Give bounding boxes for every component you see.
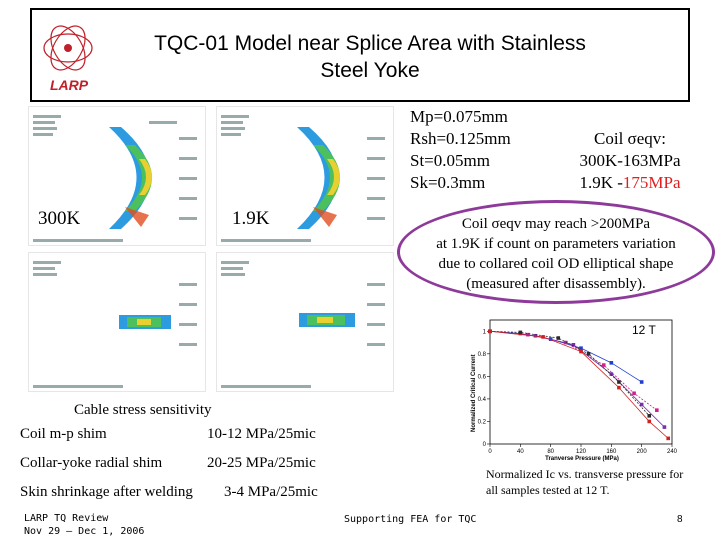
y-tick-label: 0 xyxy=(483,442,487,448)
coil-stats-1-9k-value: 175MPa xyxy=(622,173,681,192)
data-point xyxy=(601,363,606,367)
callout-ellipse xyxy=(397,200,715,304)
logo-text: LARP xyxy=(50,77,89,93)
callout-line-3: due to collared coil OD elliptical shape xyxy=(438,256,674,272)
fea-panel-bottom-left xyxy=(28,252,206,392)
x-tick-label: 240 xyxy=(667,449,678,455)
y-tick-label: 0.6 xyxy=(478,374,487,380)
data-point xyxy=(647,419,652,424)
label-300k: 300K xyxy=(38,208,81,229)
x-tick-label: 80 xyxy=(547,449,554,455)
data-point xyxy=(617,385,621,390)
data-point xyxy=(639,380,644,384)
x-tick-label: 160 xyxy=(606,449,617,455)
sensitivity-row-value: 3-4 MPa/25mic xyxy=(224,484,318,500)
y-tick-label: 0.8 xyxy=(478,352,487,358)
param-sk: Sk=0.3mm xyxy=(410,173,486,192)
x-tick-label: 0 xyxy=(488,449,492,455)
series-line xyxy=(489,330,669,439)
label-1-9k: 1.9K xyxy=(232,208,270,229)
title-line-2: Steel Yoke xyxy=(320,59,420,82)
y-tick-label: 0.2 xyxy=(478,419,487,425)
series-line xyxy=(489,330,650,417)
data-point xyxy=(632,391,636,396)
fea-panel-top-right xyxy=(216,106,394,246)
callout-line-4: (measured after disassembly). xyxy=(466,276,646,292)
data-point xyxy=(609,361,614,365)
title-line-1: TQC-01 Model near Splice Area with Stain… xyxy=(154,32,586,55)
larp-logo: LARP xyxy=(43,25,93,93)
shim-parameters: Mp=0.075mm Rsh=0.125mm St=0.05mm Sk=0.3m… xyxy=(410,106,511,194)
plot-y-axis-label: Normalized Critical Current xyxy=(471,354,477,432)
fea-panel-bottom-right xyxy=(216,252,394,392)
sensitivity-heading: Cable stress sensitivity xyxy=(74,402,212,418)
y-tick-label: 1 xyxy=(483,329,487,335)
callout-text: Coil σeqv may reach >200MPa at 1.9K if c… xyxy=(406,214,706,294)
data-point xyxy=(488,329,492,334)
plot-caption: Normalized Ic vs. transverse pressure fo… xyxy=(486,467,684,497)
coil-stats-line-2: 300K-163MPa xyxy=(579,151,681,170)
data-point xyxy=(609,372,614,376)
callout-line-2: at 1.9K if count on parameters variation xyxy=(436,236,676,252)
data-point xyxy=(666,436,671,441)
footer-section-title: Supporting FEA for TQC xyxy=(344,514,477,525)
data-point xyxy=(556,336,561,340)
sensitivity-row-label: Collar-yoke radial shim xyxy=(20,455,163,471)
data-point xyxy=(655,408,659,412)
coil-stats-line-3: 1.9K -175MPa xyxy=(555,172,705,194)
data-point xyxy=(579,349,583,354)
coil-stress-stats: Coil σeqv: 300K-163MPa 1.9K -175MPa xyxy=(555,128,705,194)
fea-panel-top-left xyxy=(28,106,206,246)
data-point xyxy=(564,340,568,345)
coil-stats-1-9k-prefix: 1.9K - xyxy=(579,173,623,192)
plot-field-label: 12 T xyxy=(632,323,656,337)
sensitivity-row-value: 20-25 MPa/25mic xyxy=(207,455,316,471)
page-title: TQC-01 Model near Splice Area with Stain… xyxy=(110,30,630,84)
footer-meeting: LARP TQ Review Nov 29 – Dec 1, 2006 xyxy=(24,512,144,538)
data-point xyxy=(586,352,591,356)
coil-stats-line-1: Coil σeqv: xyxy=(594,129,666,148)
x-tick-label: 120 xyxy=(576,449,587,455)
data-point xyxy=(541,335,545,339)
data-point xyxy=(518,330,523,335)
title-box xyxy=(30,8,690,102)
data-point xyxy=(617,380,621,384)
param-rsh: Rsh=0.125mm xyxy=(410,129,511,148)
data-point xyxy=(571,343,576,347)
param-st: St=0.05mm xyxy=(410,151,490,170)
ic-vs-pressure-plot: Normalized Critical Current Tranverse Pr… xyxy=(462,308,684,464)
sensitivity-row-label: Coil m-p shim xyxy=(20,426,107,442)
callout-line-1: Coil σeqv may reach >200MPa xyxy=(461,216,651,232)
sensitivity-row-value: 10-12 MPa/25mic xyxy=(207,426,316,442)
data-point xyxy=(639,402,644,407)
footer-meeting-name: LARP TQ Review xyxy=(24,513,109,524)
data-point xyxy=(662,425,667,429)
x-tick-label: 200 xyxy=(637,449,648,455)
y-tick-label: 0.4 xyxy=(478,397,487,403)
param-mp: Mp=0.075mm xyxy=(410,107,508,126)
footer-meeting-dates: Nov 29 – Dec 1, 2006 xyxy=(24,526,145,537)
sensitivity-row-label: Skin shrinkage after welding xyxy=(20,484,193,500)
data-point xyxy=(579,346,583,350)
data-point xyxy=(647,414,652,418)
plot-x-axis-label: Tranverse Pressure (MPa) xyxy=(545,456,619,462)
x-tick-label: 40 xyxy=(517,449,524,455)
page-number: 8 xyxy=(677,514,683,525)
